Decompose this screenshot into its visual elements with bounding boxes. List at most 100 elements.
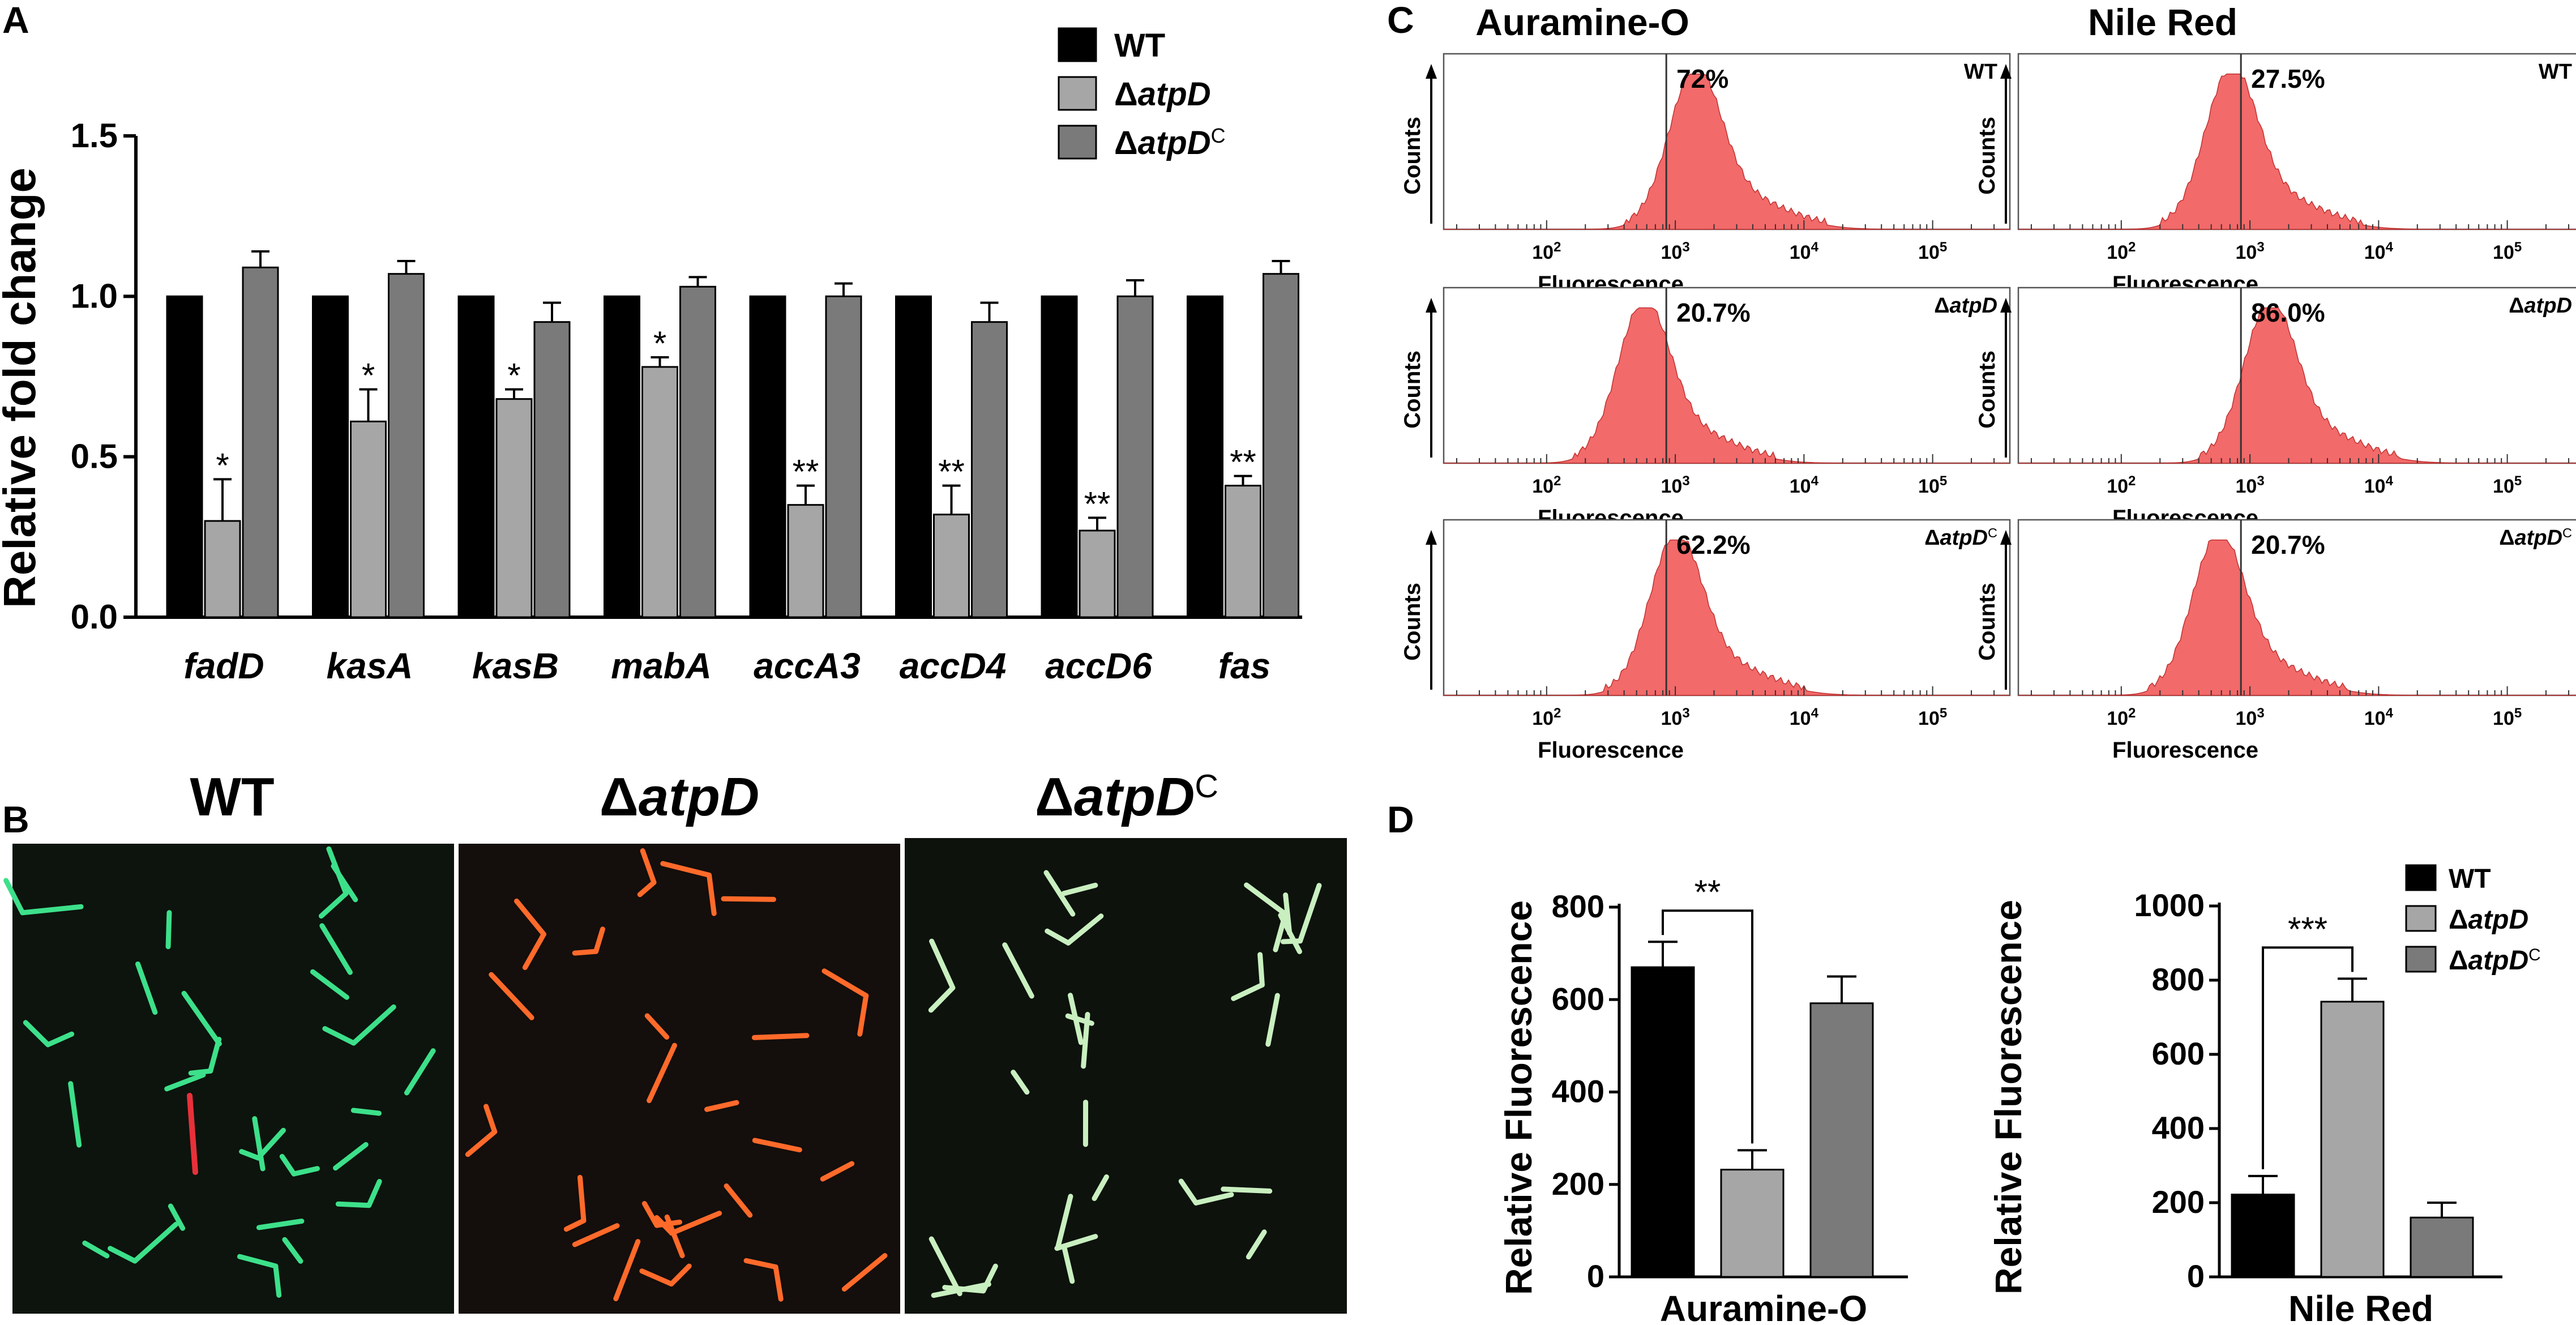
bacillus-cell bbox=[613, 1239, 641, 1302]
bacillus-cell bbox=[237, 1254, 279, 1269]
x-tick-label: 104 bbox=[1790, 706, 1819, 730]
bacillus-cell bbox=[351, 1004, 396, 1046]
bacillus-cell bbox=[1283, 892, 1293, 936]
x-tick-exp: 5 bbox=[1940, 240, 1947, 255]
bacillus-cell bbox=[593, 926, 605, 954]
x-tick-exp: 5 bbox=[1940, 473, 1947, 489]
x-axis-title: Fluorescence bbox=[2112, 738, 2258, 763]
x-axis-title: Fluorescence bbox=[1538, 738, 1684, 763]
bacillus-cell bbox=[3, 878, 25, 916]
bar-accA3-series-0 bbox=[749, 295, 786, 618]
bacillus-cell bbox=[165, 910, 172, 950]
bacillus-cell bbox=[1043, 870, 1076, 917]
histogram-strain-prefix: Δ bbox=[2499, 526, 2514, 550]
histogram-strain: ΔatpD bbox=[2509, 294, 2572, 318]
bar-0 bbox=[2231, 1194, 2295, 1278]
x-tick-base: 10 bbox=[1918, 242, 1940, 263]
y-axis-title: Counts bbox=[1400, 351, 1425, 429]
x-tick-label: 105 bbox=[1918, 240, 1947, 264]
y-axis-arrow-head bbox=[1426, 298, 1437, 313]
bar-fas-series-2 bbox=[1263, 273, 1299, 618]
histogram-strain-sup: C bbox=[2562, 525, 2572, 540]
y-axis-title: Counts bbox=[1975, 583, 2000, 661]
bacillus-cell bbox=[572, 1223, 620, 1247]
x-tick-label: 103 bbox=[2235, 240, 2264, 264]
bacillus-cell-red bbox=[187, 1093, 198, 1175]
bacillus-cell bbox=[68, 1081, 82, 1148]
histogram-strain-prefix: WT bbox=[1964, 60, 1997, 84]
bar-kasB-series-0 bbox=[457, 295, 495, 618]
histogram-strain-prefix: Δ bbox=[2509, 294, 2524, 318]
histogram-strain: ΔatpDC bbox=[1924, 525, 1997, 550]
legend-label-2-italic: atpD bbox=[1138, 125, 1211, 161]
bacillus-cell bbox=[181, 990, 222, 1046]
x-tick-label: 105 bbox=[1918, 473, 1947, 498]
x-tick-label: 102 bbox=[1532, 240, 1561, 264]
gate-percent: 72% bbox=[1676, 64, 1728, 93]
bacillus-cell bbox=[640, 848, 657, 885]
panel-a-labels: fadD kasA kasB mabA accA3 accD4 accD6 fas bbox=[183, 646, 1270, 686]
bacillus-cell bbox=[704, 1100, 739, 1112]
micrograph-title-0-prefix: WT bbox=[190, 767, 274, 827]
y-tick-label: 0.5 bbox=[71, 438, 118, 476]
bacillus-cell bbox=[639, 1268, 674, 1286]
bacillus-cell bbox=[522, 931, 546, 971]
bacillus-cell bbox=[724, 1183, 753, 1218]
bar-2 bbox=[1809, 1002, 1874, 1278]
x-tick-exp: 4 bbox=[1811, 240, 1819, 255]
panel-d-legend-label-2-prefix: Δ bbox=[2449, 946, 2468, 976]
bacillus-cell bbox=[1193, 1192, 1234, 1206]
x-tick-label: 105 bbox=[2493, 706, 2522, 730]
x-tick-base: 10 bbox=[2364, 242, 2386, 263]
bar-kasB-series-2 bbox=[533, 321, 571, 618]
x-tick-exp: 3 bbox=[1682, 473, 1689, 489]
bacillus-cell bbox=[20, 904, 84, 916]
histogram-distribution bbox=[1444, 73, 2010, 230]
x-tick-base: 10 bbox=[1790, 242, 1811, 263]
bacillus-cell bbox=[1062, 1244, 1075, 1284]
bacillus-cell bbox=[841, 1253, 888, 1292]
bacillus-cell bbox=[310, 969, 349, 1000]
facs-column-title: Auramine-O bbox=[1475, 1, 1689, 43]
y-axis-title: Relative Fluorescence bbox=[1497, 900, 1539, 1295]
x-tick-exp: 4 bbox=[2386, 473, 2394, 489]
bacillus-cell bbox=[322, 1026, 357, 1046]
histogram-strain: WT bbox=[2539, 60, 2572, 84]
significance-mark: * bbox=[507, 357, 520, 395]
x-tick-label: 102 bbox=[1532, 706, 1561, 730]
x-tick-label: 104 bbox=[1790, 240, 1819, 264]
x-tick-base: 10 bbox=[1532, 242, 1554, 263]
legend-label-2: ΔatpDC bbox=[1114, 124, 1226, 162]
panel-d-legend-label-2-sup: C bbox=[2528, 946, 2541, 964]
bacillus-cell bbox=[1002, 942, 1034, 999]
bar-kasB-series-1 bbox=[495, 398, 533, 618]
histogram-strain: ΔatpDC bbox=[2499, 525, 2572, 550]
bacillus-cell bbox=[1066, 913, 1104, 946]
panel-letter-c: C bbox=[1387, 0, 1414, 41]
legend-swatch-2 bbox=[1058, 125, 1097, 160]
bacillus-cell bbox=[319, 923, 353, 975]
x-tick-label: 103 bbox=[1661, 240, 1689, 264]
significance-mark: * bbox=[362, 357, 375, 395]
x-tick-base: 10 bbox=[2235, 708, 2257, 729]
x-tick-base: 10 bbox=[1790, 708, 1811, 729]
bar-fadD-series-0 bbox=[166, 295, 203, 618]
bar-kasA-series-0 bbox=[312, 295, 349, 618]
significance-mark: * bbox=[216, 446, 229, 484]
histogram-strain-italic: atpD bbox=[1940, 526, 1988, 550]
bacillus-cell bbox=[981, 1263, 998, 1294]
category-label: accD6 bbox=[1045, 646, 1152, 686]
histogram-strain-italic: atpD bbox=[2524, 294, 2572, 318]
x-tick-exp: 4 bbox=[2386, 240, 2394, 255]
legend-label-1-italic: atpD bbox=[1138, 76, 1211, 113]
x-tick-exp: 5 bbox=[1940, 706, 1947, 721]
x-tick-exp: 2 bbox=[2128, 473, 2136, 489]
x-tick-base: 10 bbox=[1661, 242, 1682, 263]
bar-accD4-series-2 bbox=[971, 321, 1008, 618]
legend-label-0: WT bbox=[1114, 27, 1165, 64]
y-axis-title: Counts bbox=[1975, 351, 2000, 429]
bacillus-cell bbox=[318, 891, 349, 919]
panel-d-legend-label-1-prefix: Δ bbox=[2449, 905, 2468, 935]
legend-label-0-prefix: WT bbox=[1114, 27, 1165, 64]
